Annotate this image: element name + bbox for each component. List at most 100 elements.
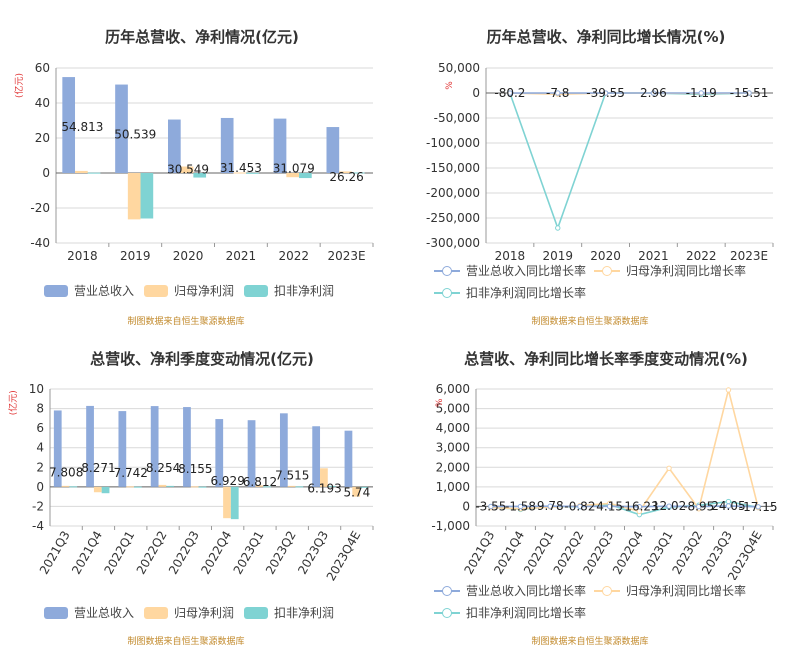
- data-label: 8.271: [81, 461, 115, 475]
- x-tick-label: 2021: [226, 249, 257, 260]
- data-label: 6.929: [210, 474, 244, 488]
- x-tick-label: 2021Q3: [37, 529, 73, 577]
- data-label: -1.58: [505, 499, 536, 513]
- y-tick-label: -250,000: [426, 211, 480, 225]
- legend-item-deducted-net-profit[interactable]: 扣非净利润: [244, 604, 334, 621]
- chart-legend: 营业总收入 归母净利润 扣非净利润: [0, 282, 404, 302]
- y-axis-unit: (亿元): [13, 73, 25, 98]
- y-tick-label: 0: [36, 480, 44, 494]
- bar-net-profit: [352, 486, 361, 497]
- data-label: -15.51: [730, 86, 769, 100]
- y-tick-label: 6,000: [436, 382, 470, 396]
- data-label: -8.95: [683, 500, 714, 514]
- bar-revenue: [150, 406, 159, 487]
- x-tick-label: 2022Q3: [166, 529, 202, 577]
- data-label: -17.15: [739, 500, 778, 514]
- data-label: 9.78: [537, 499, 564, 513]
- y-tick-label: -1,000: [431, 519, 470, 533]
- legend-item-net-profit-growth[interactable]: 归母净利润同比增长率: [594, 582, 746, 599]
- data-point: [577, 503, 583, 510]
- chart-panel-annual-growth: 历年总营收、净利同比增长情况(%) 50,000 0 -50,000 -100,000…: [404, 0, 808, 330]
- y-tick-label: 8: [36, 402, 44, 416]
- x-tick-label: 2022Q2: [134, 529, 170, 577]
- bar-deducted-net-profit: [360, 486, 368, 488]
- legend-item-deducted-growth[interactable]: 扣非净利润同比增长率: [434, 604, 586, 621]
- y-tick-label: 6: [36, 421, 44, 435]
- bar-net-profit: [127, 173, 141, 220]
- y-tick-label: 4: [36, 441, 44, 455]
- quarterly-growth-line-chart: 6,0005,0004,0003,0002,0001,0000-1,000%20…: [431, 382, 778, 580]
- data-label: 24.05: [711, 499, 745, 513]
- data-label: -3.55: [475, 499, 506, 513]
- legend-item-revenue-growth[interactable]: 营业总收入同比增长率: [434, 582, 586, 599]
- source-note: 制图数据来自恒生聚源数据库: [531, 637, 649, 647]
- data-point: [746, 90, 752, 96]
- legend-item-net-profit[interactable]: 归母净利润: [144, 282, 234, 299]
- y-tick-label: 40: [35, 96, 50, 110]
- x-tick-label: 2022Q1: [101, 529, 137, 577]
- y-tick-label: 3,000: [436, 441, 470, 455]
- line-net-profit-growth: [490, 389, 759, 513]
- legend-item-deducted-net-profit[interactable]: 扣非净利润: [244, 282, 334, 299]
- y-tick-label: 1,000: [436, 480, 470, 494]
- source-note: 制图数据来自恒生聚源数据库: [127, 637, 245, 647]
- x-tick-label: 2022: [686, 249, 717, 260]
- bar-net-profit: [158, 484, 167, 487]
- bar-net-profit: [93, 486, 102, 493]
- data-point: [555, 90, 561, 96]
- bar-net-profit: [75, 170, 88, 173]
- chart-title: 总营收、净利同比增长率季度变动情况(%): [464, 350, 748, 368]
- legend-item-deducted-growth[interactable]: 扣非净利润同比增长率: [434, 284, 586, 301]
- data-label: 6.193: [307, 481, 341, 495]
- chart-panel-annual-revenue: 历年总营收、净利情况(亿元) 60 40 20 0 -20 -40 (亿元) 2018 2019…: [0, 0, 404, 330]
- data-label: 50.539: [114, 128, 156, 142]
- x-tick-label: 2019: [542, 249, 573, 260]
- bar-deducted-net-profit: [263, 486, 271, 488]
- data-label: -7.8: [546, 86, 569, 100]
- y-tick-label: 10: [29, 382, 44, 396]
- legend-item-revenue[interactable]: 营业总收入: [44, 282, 134, 299]
- data-point: [755, 504, 761, 510]
- source-note: 制图数据来自恒生聚源数据库: [531, 317, 649, 327]
- chart-panel-quarterly-revenue: 总营收、净利季度变动情况(亿元) 10 8 6 4 2 0 -2 -4 (亿元) 2021Q3 20…: [0, 330, 404, 661]
- quarterly-revenue-bar-chart: 1086420-2-4(亿元)2021Q32021Q42022Q12022Q22…: [7, 382, 374, 583]
- legend-item-revenue-growth[interactable]: 营业总收入同比增长率: [434, 262, 586, 279]
- data-label: 8.254: [146, 461, 180, 475]
- bar-revenue: [273, 118, 287, 173]
- chart-panel-quarterly-growth: 总营收、净利同比增长率季度变动情况(%) 6,000 5,000 4,000 3,00…: [404, 330, 808, 661]
- data-label: 7.808: [49, 465, 83, 479]
- legend-item-net-profit[interactable]: 归母净利润: [144, 604, 234, 621]
- data-point: [555, 225, 561, 231]
- x-tick-label: 2021: [638, 249, 669, 260]
- x-tick-label: 2023Q3: [295, 529, 331, 577]
- bar-deducted-net-profit: [69, 486, 78, 488]
- chart-title: 历年总营收、净利情况(亿元): [105, 28, 299, 46]
- y-tick-label: -50,000: [434, 111, 480, 125]
- bar-deducted-net-profit: [87, 172, 101, 174]
- bar-revenue: [115, 84, 128, 173]
- y-tick-label: 50,000: [438, 61, 480, 75]
- data-label: -80.2: [494, 86, 525, 100]
- bar-deducted-net-profit: [295, 486, 304, 488]
- data-point: [488, 503, 494, 510]
- bar-deducted-net-profit: [140, 173, 154, 219]
- data-point: [636, 504, 643, 510]
- data-label: 54.813: [61, 120, 103, 134]
- y-tick-label: -200,000: [426, 186, 480, 200]
- data-label: 30.549: [167, 163, 209, 177]
- y-axis-unit: %: [445, 81, 455, 90]
- legend-item-net-profit-growth[interactable]: 归母净利润同比增长率: [594, 262, 746, 279]
- bar-revenue: [220, 117, 234, 173]
- bar-net-profit: [286, 173, 300, 178]
- data-point: [725, 503, 732, 509]
- y-tick-label: -4: [32, 519, 44, 533]
- y-tick-label: 60: [35, 61, 50, 75]
- legend-item-revenue[interactable]: 营业总收入: [44, 604, 134, 621]
- bar-deducted-net-profit: [101, 486, 110, 494]
- bar-net-profit: [61, 485, 70, 487]
- y-tick-label: 5,000: [436, 402, 470, 416]
- data-label: 8.155: [178, 462, 212, 476]
- data-label: 6.812: [243, 475, 277, 489]
- y-tick-label: 4,000: [436, 421, 470, 435]
- data-point: [666, 465, 672, 471]
